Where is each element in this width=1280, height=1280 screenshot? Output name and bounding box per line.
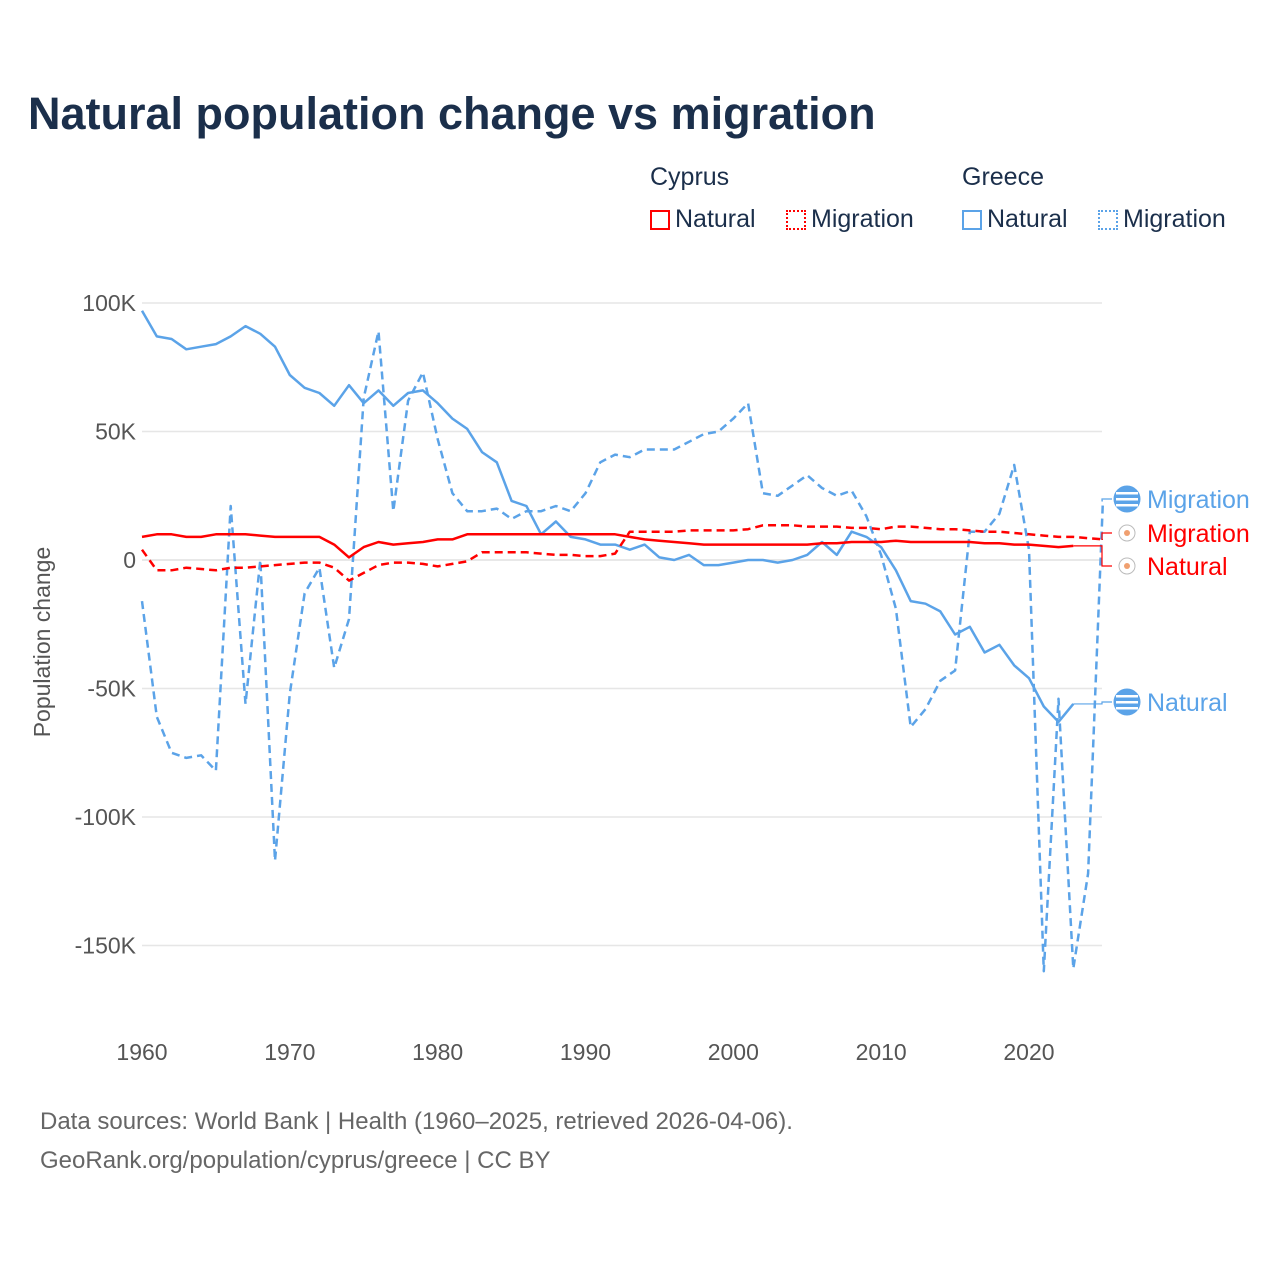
y-tick-label: -150K [75, 933, 137, 959]
chart-title: Natural population change vs migration [28, 88, 876, 139]
series-line-greece-natural[interactable] [140, 310, 1075, 724]
footer-credit[interactable]: GeoRank.org/population/cyprus/greece | C… [40, 1147, 551, 1174]
y-axis-label: Population change [29, 547, 55, 738]
cyprus-flag-icon [1118, 524, 1136, 542]
label-leader-line [1073, 701, 1112, 705]
legend-swatch-dotted [786, 209, 806, 230]
legend-label: Migration [811, 205, 914, 233]
x-tick-label: 2000 [708, 1039, 759, 1065]
legend-label: Natural [675, 205, 756, 233]
end-label-cyprus-natural[interactable]: Natural [1147, 553, 1228, 581]
y-tick-label: -100K [75, 804, 137, 830]
x-tick-label: 2010 [856, 1039, 907, 1065]
x-tick-label: 2020 [1003, 1039, 1054, 1065]
end-label-greece-natural[interactable]: Natural [1147, 689, 1228, 717]
legend-label: Natural [987, 205, 1068, 233]
y-tick-label: 100K [82, 290, 136, 316]
legend-swatch-solid [962, 209, 982, 230]
greece-flag-icon [1113, 688, 1141, 716]
x-tick-label: 1980 [412, 1039, 463, 1065]
x-tick-label: 1960 [116, 1039, 167, 1065]
x-tick-label: 1970 [264, 1039, 315, 1065]
label-leader-line [1101, 532, 1112, 541]
greece-flag-icon [1113, 485, 1141, 513]
label-leader-line [1073, 545, 1112, 567]
y-tick-label: 50K [95, 419, 137, 445]
legend-group-greece: Greece [962, 163, 1044, 191]
end-label-cyprus-migration[interactable]: Migration [1147, 520, 1250, 548]
series-line-greece-migration[interactable] [140, 330, 1105, 973]
legend-group-cyprus: Cyprus [650, 163, 730, 191]
legend-label: Migration [1123, 205, 1226, 233]
legend-swatch-solid [650, 209, 670, 230]
legend-item-greece-migration[interactable]: Migration [1098, 205, 1226, 234]
y-tick-label: -50K [87, 676, 136, 702]
y-tick-label: 0 [123, 547, 136, 573]
series-line-cyprus-natural[interactable] [141, 533, 1074, 559]
legend-item-cyprus-migration[interactable]: Migration [786, 205, 914, 234]
cyprus-flag-icon [1118, 557, 1136, 575]
x-tick-label: 1990 [560, 1039, 611, 1065]
legend-swatch-dotted [1098, 209, 1118, 230]
legend-item-greece-natural[interactable]: Natural [962, 205, 1068, 234]
footer-sources: Data sources: World Bank | Health (1960–… [40, 1108, 793, 1135]
label-leader-line [1101, 498, 1112, 502]
end-label-greece-migration[interactable]: Migration [1147, 486, 1250, 514]
legend-item-cyprus-natural[interactable]: Natural [650, 205, 756, 234]
series-line-cyprus-migration[interactable] [140, 524, 1104, 582]
